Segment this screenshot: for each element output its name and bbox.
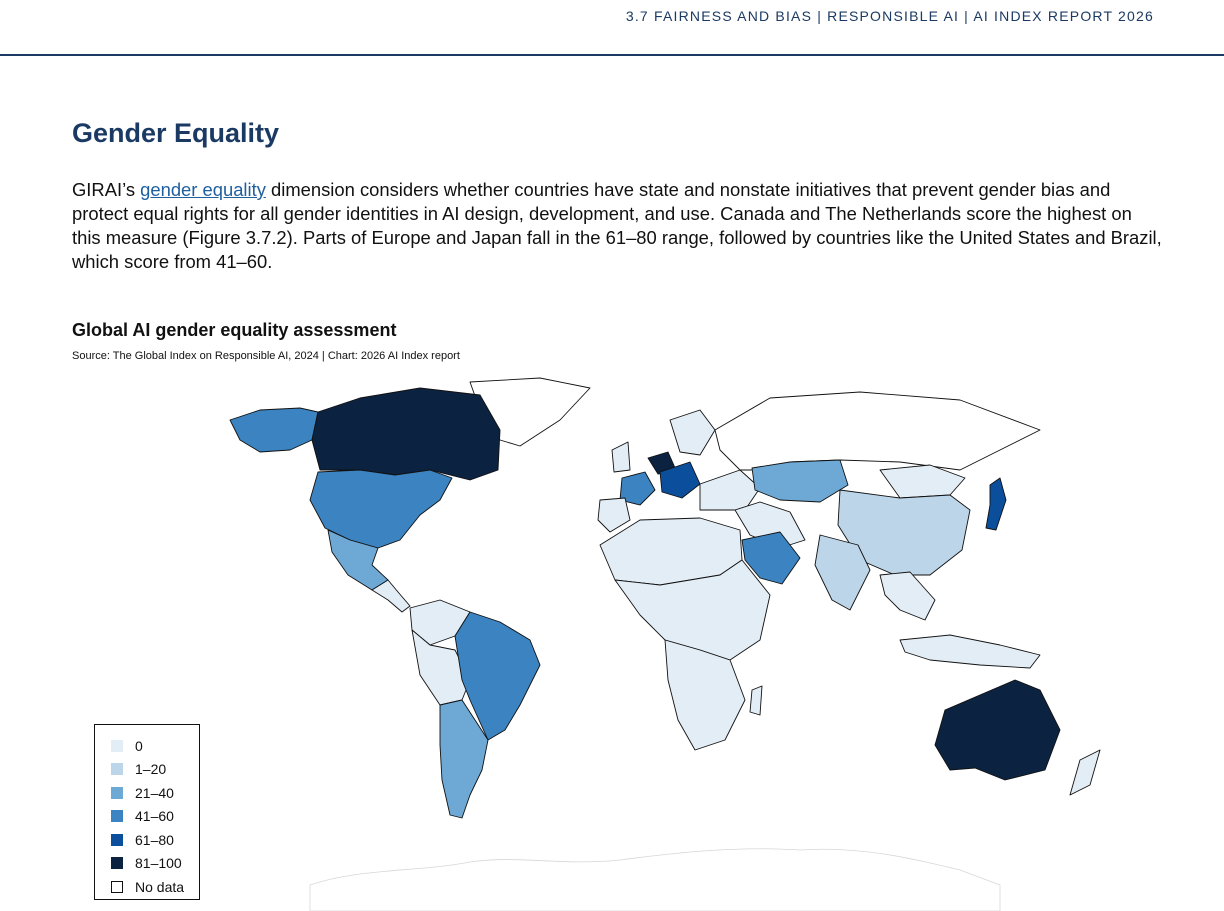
- legend-swatch-21-40: [111, 786, 123, 799]
- figure-source: Source: The Global Index on Responsible …: [72, 350, 460, 362]
- map-region-alaska: [229, 407, 319, 453]
- world-map: [229, 377, 1101, 911]
- legend-item-1-20: 1–20: [111, 758, 199, 782]
- map-region-india: [814, 534, 871, 611]
- map-region-iberia: [597, 497, 631, 533]
- legend-swatch-61-80: [111, 833, 123, 846]
- para-start: GIRAI’s: [72, 179, 141, 200]
- map-region-france: [619, 471, 656, 506]
- map-region-russia: [714, 391, 1041, 471]
- map-region-central-africa: [614, 559, 771, 661]
- map-region-central-america: [371, 579, 411, 613]
- map-region-madagascar: [749, 685, 763, 716]
- map-region-kazakhstan: [751, 459, 849, 503]
- map-region-saudi-arabia: [741, 531, 801, 585]
- legend-label-61-80: 61–80: [135, 831, 174, 848]
- legend-item-41-60: 41–60: [111, 805, 199, 829]
- legend-label-no-data: No data: [135, 878, 185, 895]
- legend-swatch-41-60: [111, 810, 123, 823]
- para-rest: dimension considers whether countries ha…: [72, 179, 1162, 272]
- legend-swatch-0: [111, 739, 123, 752]
- legend-label-81-100: 81–100: [135, 855, 182, 872]
- map-region-new-zealand: [1069, 749, 1101, 796]
- figure-title: Global AI gender equality assessment: [72, 320, 397, 340]
- map-region-indonesia: [899, 634, 1041, 669]
- legend-item-81-100: 81–100: [111, 852, 199, 876]
- legend-swatch-81-100: [111, 857, 123, 870]
- legend-item-no-data: No data: [111, 875, 199, 899]
- map-region-japan: [985, 477, 1007, 531]
- legend: 0 1–20 21–40 41–60 61–80 81–100 No data: [94, 724, 200, 900]
- legend-item-0: 0: [111, 734, 199, 758]
- body-paragraph: GIRAI’s gender equality dimension consid…: [72, 178, 1162, 274]
- map-region-australia: [934, 679, 1061, 781]
- legend-label-1-20: 1–20: [135, 761, 167, 778]
- legend-swatch-1-20: [111, 763, 123, 776]
- map-region-united-states: [309, 469, 453, 549]
- map-region-middle-east: [734, 501, 806, 549]
- map-region-antarctica: [309, 848, 1001, 911]
- section-title: Gender Equality: [72, 118, 280, 148]
- map-region-southeast-asia: [879, 571, 936, 621]
- map-region-scandinavia: [669, 409, 716, 456]
- header-rule: [0, 54, 1224, 56]
- gender-equality-link[interactable]: gender equality: [140, 179, 266, 200]
- map-region-argentina: [439, 699, 489, 819]
- legend-swatch-no-data: [111, 880, 123, 893]
- map-region-uk: [611, 441, 631, 473]
- map-region-southern-africa: [664, 639, 746, 751]
- legend-label-0: 0: [135, 737, 143, 754]
- legend-item-61-80: 61–80: [111, 828, 199, 852]
- map-region-mongolia: [879, 464, 966, 499]
- map-region-germany: [659, 461, 701, 499]
- running-header: 3.7 FAIRNESS AND BIAS | RESPONSIBLE AI |…: [625, 8, 1154, 24]
- map-region-canada: [311, 387, 501, 481]
- legend-label-21-40: 21–40: [135, 784, 174, 801]
- legend-label-41-60: 41–60: [135, 808, 174, 825]
- legend-item-21-40: 21–40: [111, 781, 199, 805]
- map-region-brazil: [454, 611, 541, 741]
- map-region-eastern-europe: [699, 469, 761, 511]
